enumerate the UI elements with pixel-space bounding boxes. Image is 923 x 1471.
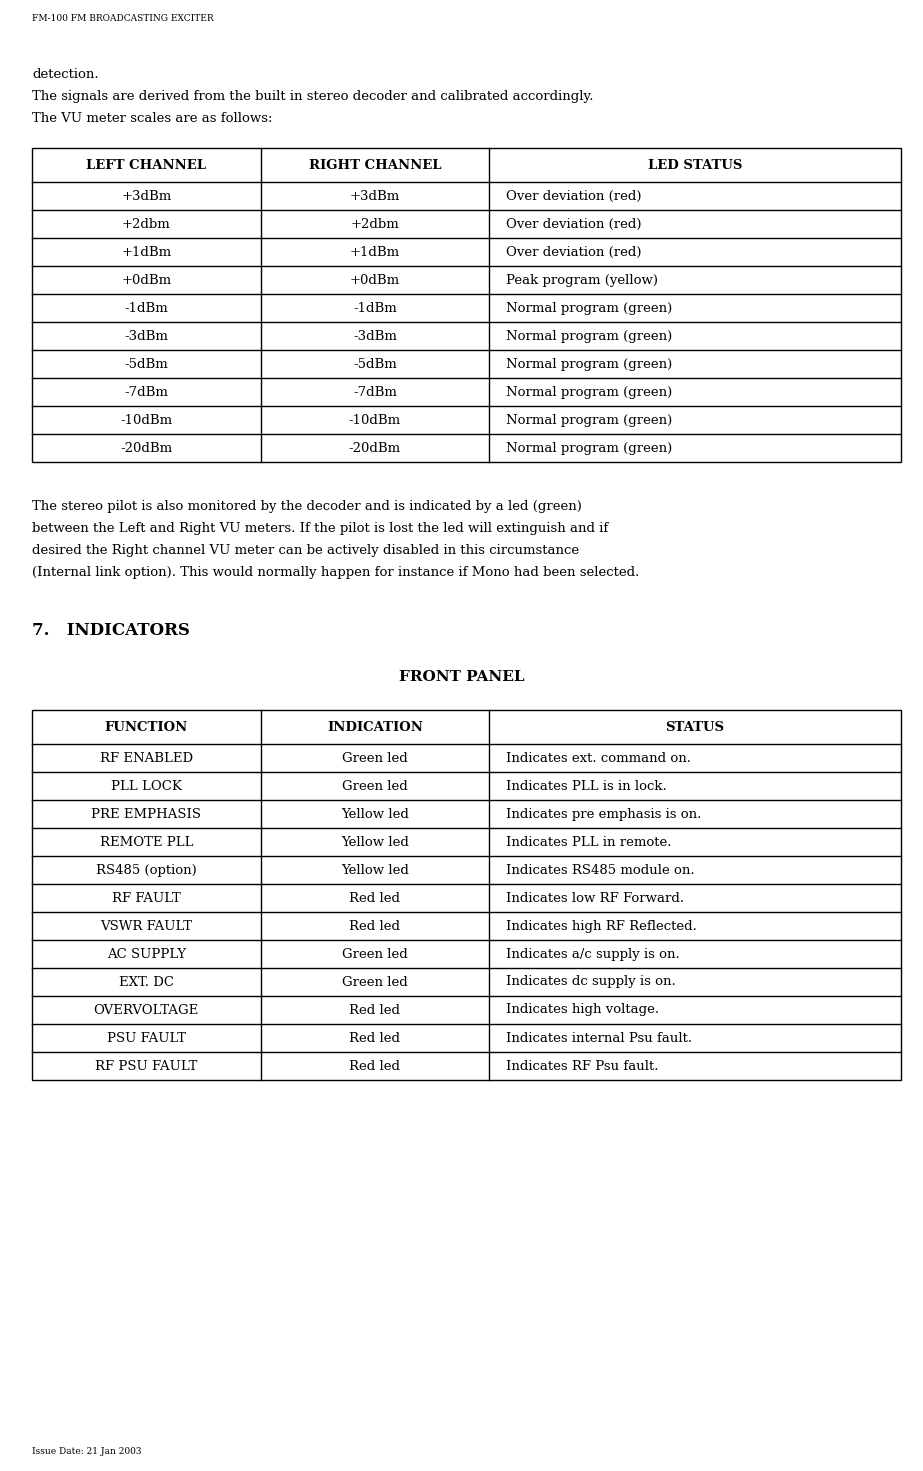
Text: AC SUPPLY: AC SUPPLY	[107, 947, 186, 961]
Text: PSU FAULT: PSU FAULT	[107, 1031, 186, 1044]
Text: Indicates PLL in remote.: Indicates PLL in remote.	[506, 836, 671, 849]
Text: +0dBm: +0dBm	[350, 274, 400, 287]
Text: Over deviation (red): Over deviation (red)	[506, 218, 641, 231]
Text: -20dBm: -20dBm	[120, 441, 173, 455]
Text: -20dBm: -20dBm	[349, 441, 401, 455]
Bar	[32, 710, 901, 1080]
Text: Normal program (green): Normal program (green)	[506, 385, 672, 399]
Text: -7dBm: -7dBm	[353, 385, 397, 399]
Text: RF FAULT: RF FAULT	[112, 891, 181, 905]
Text: Indicates internal Psu fault.: Indicates internal Psu fault.	[506, 1031, 691, 1044]
Text: (Internal link option). This would normally happen for instance if Mono had been: (Internal link option). This would norma…	[32, 566, 640, 580]
Text: +0dBm: +0dBm	[121, 274, 172, 287]
Text: RF PSU FAULT: RF PSU FAULT	[95, 1059, 198, 1072]
Text: Indicates low RF Forward.: Indicates low RF Forward.	[506, 891, 684, 905]
Text: Indicates pre emphasis is on.: Indicates pre emphasis is on.	[506, 808, 701, 821]
Text: Green led: Green led	[342, 752, 408, 765]
Text: The signals are derived from the built in stereo decoder and calibrated accordin: The signals are derived from the built i…	[32, 90, 593, 103]
Text: Indicates high voltage.: Indicates high voltage.	[506, 1003, 659, 1016]
Text: FRONT PANEL: FRONT PANEL	[399, 669, 524, 684]
Text: Indicates PLL is in lock.: Indicates PLL is in lock.	[506, 780, 666, 793]
Text: Indicates ext. command on.: Indicates ext. command on.	[506, 752, 690, 765]
Text: PLL LOCK: PLL LOCK	[111, 780, 182, 793]
Text: Indicates RS485 module on.: Indicates RS485 module on.	[506, 863, 694, 877]
Text: EXT. DC: EXT. DC	[119, 975, 174, 989]
Text: Over deviation (red): Over deviation (red)	[506, 246, 641, 259]
Text: The stereo pilot is also monitored by the decoder and is indicated by a led (gre: The stereo pilot is also monitored by th…	[32, 500, 581, 513]
Text: VSWR FAULT: VSWR FAULT	[101, 919, 192, 933]
Text: -1dBm: -1dBm	[353, 302, 397, 315]
Text: Indicates RF Psu fault.: Indicates RF Psu fault.	[506, 1059, 658, 1072]
Text: between the Left and Right VU meters. If the pilot is lost the led will extingui: between the Left and Right VU meters. If…	[32, 522, 608, 535]
Text: +1dBm: +1dBm	[350, 246, 400, 259]
Text: OVERVOLTAGE: OVERVOLTAGE	[93, 1003, 198, 1016]
Text: Yellow led: Yellow led	[341, 863, 409, 877]
Text: -1dBm: -1dBm	[125, 302, 168, 315]
Text: RF ENABLED: RF ENABLED	[100, 752, 193, 765]
Text: Peak program (yellow): Peak program (yellow)	[506, 274, 657, 287]
Text: RIGHT CHANNEL: RIGHT CHANNEL	[308, 159, 441, 172]
Text: detection.: detection.	[32, 68, 99, 81]
Text: Normal program (green): Normal program (green)	[506, 330, 672, 343]
Text: STATUS: STATUS	[665, 721, 725, 734]
Text: desired the Right channel VU meter can be actively disabled in this circumstance: desired the Right channel VU meter can b…	[32, 544, 579, 558]
Text: Red led: Red led	[349, 1059, 401, 1072]
Text: Over deviation (red): Over deviation (red)	[506, 190, 641, 203]
Text: 7.   INDICATORS: 7. INDICATORS	[32, 622, 190, 638]
Text: Normal program (green): Normal program (green)	[506, 302, 672, 315]
Text: Indicates high RF Reflected.: Indicates high RF Reflected.	[506, 919, 697, 933]
Text: The VU meter scales are as follows:: The VU meter scales are as follows:	[32, 112, 272, 125]
Text: -5dBm: -5dBm	[125, 357, 168, 371]
Text: Normal program (green): Normal program (green)	[506, 413, 672, 427]
Text: Normal program (green): Normal program (green)	[506, 441, 672, 455]
Text: Red led: Red led	[349, 919, 401, 933]
Text: -3dBm: -3dBm	[125, 330, 168, 343]
Text: REMOTE PLL: REMOTE PLL	[100, 836, 193, 849]
Text: Indicates a/c supply is on.: Indicates a/c supply is on.	[506, 947, 679, 961]
Text: Normal program (green): Normal program (green)	[506, 357, 672, 371]
Text: Green led: Green led	[342, 780, 408, 793]
Text: Red led: Red led	[349, 1031, 401, 1044]
Text: +3dBm: +3dBm	[121, 190, 172, 203]
Text: Red led: Red led	[349, 1003, 401, 1016]
Text: +1dBm: +1dBm	[121, 246, 172, 259]
Text: Green led: Green led	[342, 947, 408, 961]
Text: LEFT CHANNEL: LEFT CHANNEL	[86, 159, 206, 172]
Text: FM-100 FM BROADCASTING EXCITER: FM-100 FM BROADCASTING EXCITER	[32, 15, 213, 24]
Text: PRE EMPHASIS: PRE EMPHASIS	[91, 808, 201, 821]
Text: -10dBm: -10dBm	[349, 413, 401, 427]
Text: INDICATION: INDICATION	[327, 721, 423, 734]
Text: +3dBm: +3dBm	[350, 190, 400, 203]
Text: Issue Date: 21 Jan 2003: Issue Date: 21 Jan 2003	[32, 1447, 141, 1456]
Text: -5dBm: -5dBm	[353, 357, 397, 371]
Text: +2dbm: +2dbm	[351, 218, 399, 231]
Bar	[32, 149, 901, 462]
Text: Indicates dc supply is on.: Indicates dc supply is on.	[506, 975, 676, 989]
Text: +2dbm: +2dbm	[122, 218, 171, 231]
Text: Red led: Red led	[349, 891, 401, 905]
Text: -3dBm: -3dBm	[353, 330, 397, 343]
Text: FUNCTION: FUNCTION	[104, 721, 188, 734]
Text: RS485 (option): RS485 (option)	[96, 863, 197, 877]
Text: Green led: Green led	[342, 975, 408, 989]
Text: -10dBm: -10dBm	[120, 413, 173, 427]
Text: Yellow led: Yellow led	[341, 836, 409, 849]
Text: Yellow led: Yellow led	[341, 808, 409, 821]
Text: -7dBm: -7dBm	[125, 385, 168, 399]
Text: LED STATUS: LED STATUS	[648, 159, 742, 172]
